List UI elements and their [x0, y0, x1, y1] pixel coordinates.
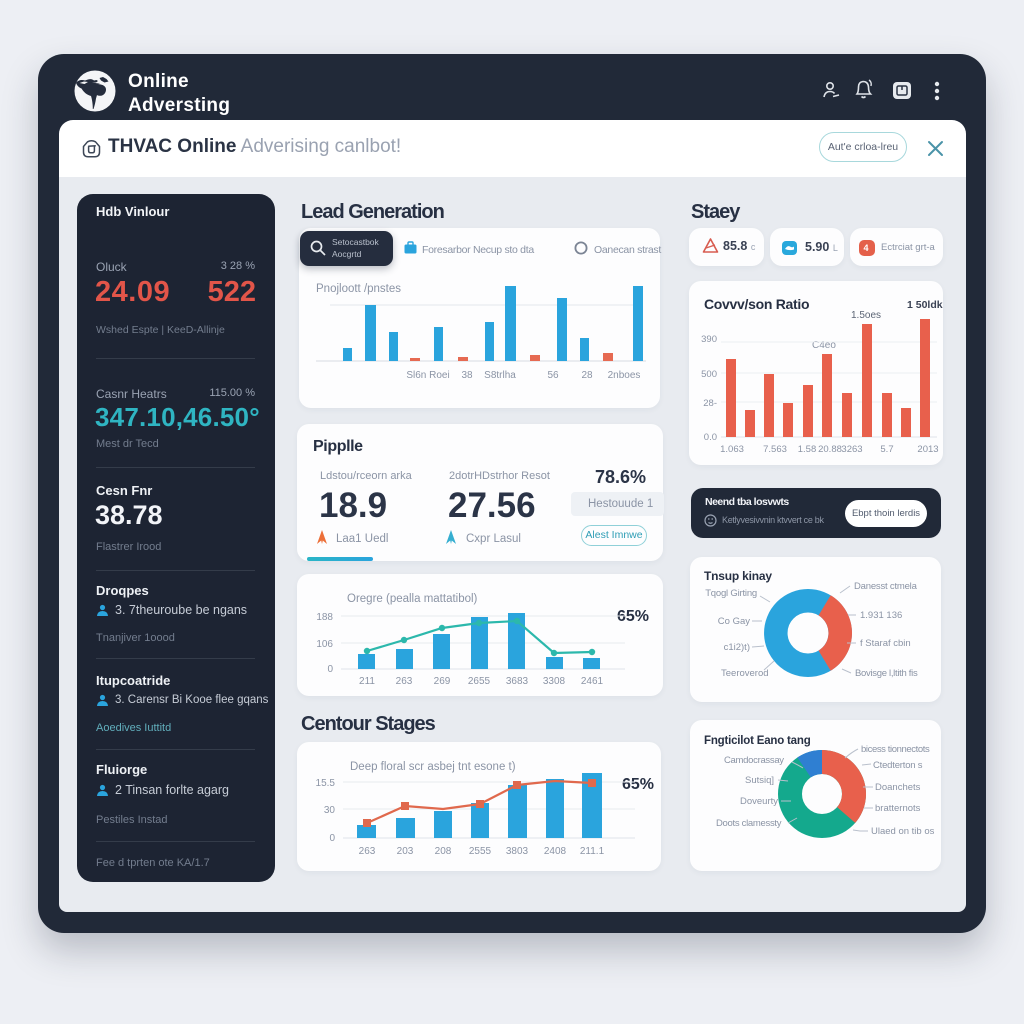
svg-text:269: 269 — [434, 676, 451, 687]
svg-text:263: 263 — [396, 676, 413, 687]
svg-text:2461: 2461 — [581, 676, 604, 687]
svg-text:30: 30 — [324, 805, 336, 816]
svg-text:211: 211 — [359, 676, 375, 687]
svg-text:0.0: 0.0 — [704, 432, 717, 443]
svg-text:208: 208 — [435, 846, 452, 857]
svg-text:2655: 2655 — [468, 676, 491, 687]
svg-text:7.563: 7.563 — [763, 444, 787, 455]
svg-text:1.58: 1.58 — [798, 444, 817, 455]
svg-text:188: 188 — [316, 612, 333, 623]
svg-text:390: 390 — [701, 334, 717, 345]
svg-text:203: 203 — [397, 846, 414, 857]
svg-text:106: 106 — [316, 639, 333, 650]
svg-text:3683: 3683 — [506, 676, 529, 687]
svg-text:263: 263 — [359, 846, 376, 857]
svg-text:211.1: 211.1 — [580, 846, 605, 857]
svg-text:1.063: 1.063 — [720, 444, 744, 455]
svg-text:3263: 3263 — [841, 444, 862, 455]
svg-text:2408: 2408 — [544, 846, 567, 857]
svg-text:2555: 2555 — [469, 846, 492, 857]
svg-text:2013: 2013 — [917, 444, 938, 455]
svg-text:0: 0 — [327, 664, 333, 675]
svg-text:0: 0 — [329, 833, 335, 844]
svg-text:5.7: 5.7 — [880, 444, 893, 455]
svg-text:38: 38 — [461, 370, 473, 381]
svg-text:Sl6n Roei: Sl6n Roei — [406, 370, 449, 381]
svg-text:2nboes: 2nboes — [608, 370, 641, 381]
svg-text:28: 28 — [581, 370, 593, 381]
svg-text:S8trlha: S8trlha — [484, 370, 516, 381]
svg-text:56: 56 — [547, 370, 559, 381]
svg-text:3803: 3803 — [506, 846, 529, 857]
svg-text:15.5: 15.5 — [316, 778, 336, 789]
svg-text:20.88: 20.88 — [818, 444, 842, 455]
svg-text:28-: 28- — [703, 398, 717, 409]
svg-text:500: 500 — [701, 369, 717, 380]
svg-text:3308: 3308 — [543, 676, 566, 687]
